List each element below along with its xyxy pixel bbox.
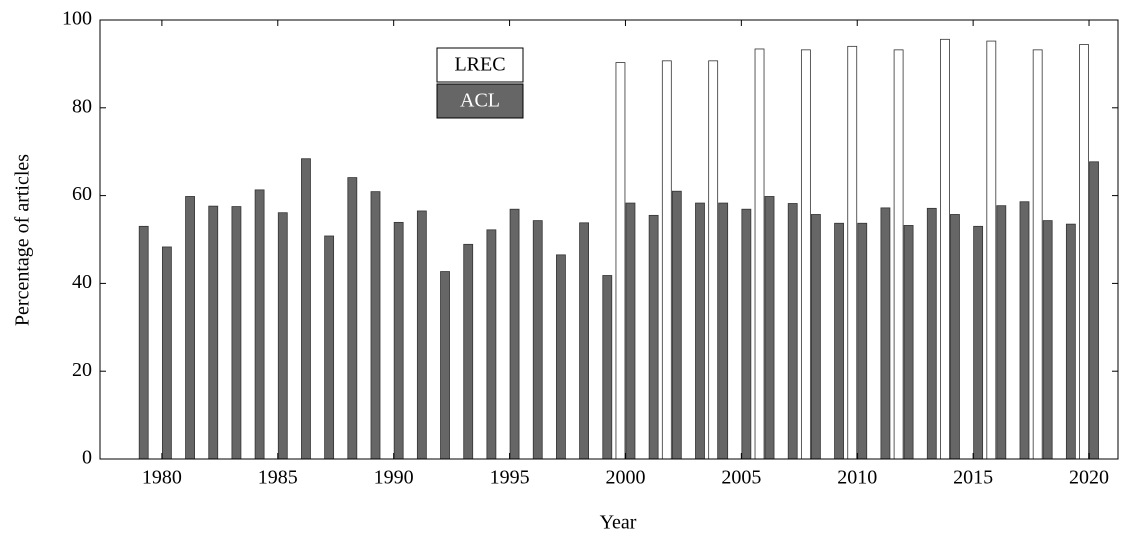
- bar: [857, 222, 868, 460]
- bar: [1042, 220, 1053, 460]
- bar: [1065, 223, 1076, 460]
- bar: [973, 225, 984, 460]
- bar: [393, 221, 404, 460]
- bar: [810, 214, 821, 460]
- bar: [926, 207, 937, 460]
- bar: [370, 191, 381, 460]
- legend-label: LREC: [454, 54, 505, 76]
- x-tick-label: 1990: [374, 467, 414, 489]
- bar: [231, 206, 242, 460]
- bar: [185, 196, 195, 460]
- x-tick-label: 2020: [1069, 467, 1109, 489]
- x-tick-label: 1995: [490, 467, 530, 489]
- bar: [138, 225, 149, 460]
- bar: [996, 205, 1007, 460]
- bar: [556, 254, 566, 460]
- legend: LREC ACL: [436, 47, 524, 119]
- bar: [254, 189, 265, 460]
- y-tick-label: 0: [82, 447, 92, 469]
- y-tick-label: 100: [62, 8, 92, 30]
- bar: [1019, 201, 1030, 460]
- bar: [893, 49, 904, 460]
- y-tick-label: 20: [72, 359, 92, 381]
- bar: [834, 222, 844, 460]
- bar: [708, 60, 719, 460]
- bar: [661, 60, 672, 460]
- bar: [324, 235, 335, 460]
- bar: [754, 48, 765, 460]
- x-tick-label: 2000: [605, 467, 645, 489]
- bar: [509, 208, 520, 460]
- bar: [1079, 44, 1089, 460]
- bar: [880, 207, 891, 460]
- plot-frame: [99, 19, 1119, 460]
- bar: [625, 202, 636, 460]
- bar: [787, 203, 798, 460]
- x-tick-label: 1980: [142, 467, 182, 489]
- bar: [277, 212, 288, 460]
- bar: [440, 271, 450, 460]
- bar: [416, 210, 427, 460]
- bar: [208, 205, 219, 460]
- bar: [532, 220, 543, 460]
- bar: [986, 40, 997, 460]
- bar: [648, 214, 659, 460]
- x-tick-label: 2010: [837, 467, 877, 489]
- bar: [800, 49, 811, 460]
- bar: [463, 243, 474, 460]
- x-tick-label: 2015: [953, 467, 993, 489]
- bar: [741, 208, 752, 460]
- bar: [1089, 161, 1099, 460]
- bar: [950, 214, 960, 460]
- bar: [301, 158, 311, 460]
- bar: [347, 177, 358, 460]
- bar: [764, 196, 775, 460]
- bar: [718, 202, 729, 460]
- legend-box: [436, 47, 524, 83]
- bar: [1032, 49, 1043, 460]
- y-tick-label: 80: [72, 95, 92, 117]
- bar: [602, 275, 613, 460]
- legend-label: ACL: [460, 90, 500, 112]
- x-tick-label: 1985: [258, 467, 298, 489]
- bar: [940, 38, 950, 460]
- bar: [486, 229, 497, 460]
- bar: [615, 62, 626, 460]
- y-axis-label: Percentage of articles: [12, 154, 34, 326]
- bar: [579, 222, 589, 460]
- y-tick-label: 60: [72, 183, 92, 205]
- legend-box: [436, 83, 524, 119]
- y-tick-label: 40: [72, 271, 92, 293]
- x-axis-label: Year: [600, 512, 637, 534]
- bar: [847, 45, 858, 460]
- x-tick-label: 2005: [721, 467, 761, 489]
- bar: [671, 190, 682, 460]
- bar: [903, 225, 914, 460]
- bar: [695, 202, 705, 460]
- bar: [161, 246, 172, 460]
